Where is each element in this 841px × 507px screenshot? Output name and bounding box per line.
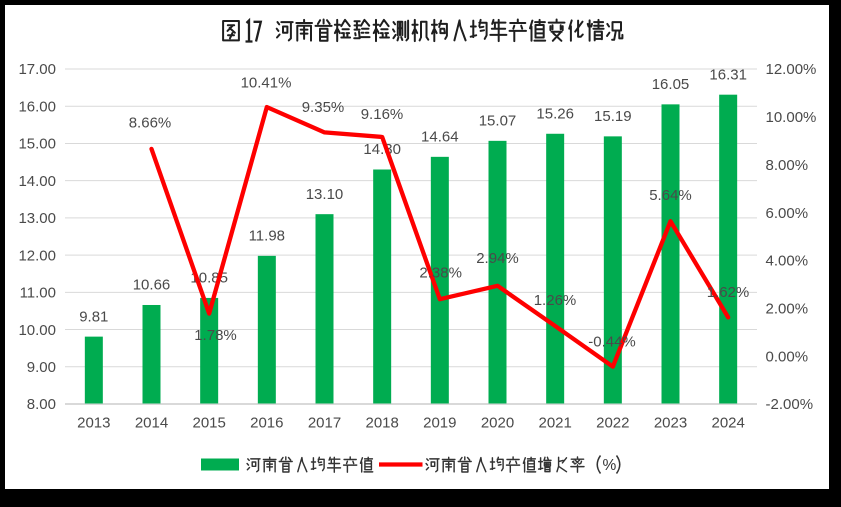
svg-text:14.30: 14.30 bbox=[363, 141, 401, 158]
svg-text:16.31: 16.31 bbox=[709, 66, 747, 83]
svg-text:14.00: 14.00 bbox=[18, 173, 56, 190]
svg-text:2020: 2020 bbox=[481, 415, 514, 432]
svg-text:12.00: 12.00 bbox=[18, 247, 56, 264]
svg-text:2018: 2018 bbox=[366, 415, 399, 432]
svg-text:1.62%: 1.62% bbox=[707, 284, 750, 301]
svg-text:11.98: 11.98 bbox=[249, 228, 285, 245]
svg-text:4.00%: 4.00% bbox=[766, 253, 809, 270]
svg-text:15.00: 15.00 bbox=[18, 136, 56, 153]
svg-text:9.35%: 9.35% bbox=[302, 99, 345, 116]
svg-text:8.00: 8.00 bbox=[27, 396, 56, 413]
svg-text:15.07: 15.07 bbox=[479, 113, 517, 130]
svg-text:16.05: 16.05 bbox=[652, 76, 690, 93]
svg-text:10.00%: 10.00% bbox=[766, 109, 817, 126]
svg-text:2.38%: 2.38% bbox=[419, 265, 462, 282]
svg-text:9.00: 9.00 bbox=[27, 359, 56, 376]
svg-text:1.26%: 1.26% bbox=[534, 292, 577, 309]
svg-text:9.16%: 9.16% bbox=[361, 106, 404, 123]
svg-text:%: % bbox=[603, 457, 617, 474]
svg-text:2015: 2015 bbox=[193, 415, 226, 432]
svg-text:2017: 2017 bbox=[308, 415, 341, 432]
svg-text:2016: 2016 bbox=[250, 415, 283, 432]
svg-text:10.41%: 10.41% bbox=[241, 75, 292, 92]
svg-text:12.00%: 12.00% bbox=[766, 61, 817, 78]
svg-text:2019: 2019 bbox=[423, 415, 456, 432]
svg-text:2021: 2021 bbox=[539, 415, 572, 432]
svg-text:8.66%: 8.66% bbox=[129, 115, 172, 132]
svg-text:13.10: 13.10 bbox=[306, 186, 344, 203]
svg-text:11.00: 11.00 bbox=[20, 285, 56, 302]
svg-text:0.00%: 0.00% bbox=[766, 348, 809, 365]
svg-text:15.19: 15.19 bbox=[594, 108, 632, 125]
svg-text:2.94%: 2.94% bbox=[476, 250, 519, 267]
svg-text:6.00%: 6.00% bbox=[766, 205, 809, 222]
svg-text:2013: 2013 bbox=[77, 415, 110, 432]
svg-text:17.00: 17.00 bbox=[18, 61, 56, 78]
svg-text:15.26: 15.26 bbox=[536, 106, 574, 123]
svg-text:9.81: 9.81 bbox=[79, 308, 108, 325]
svg-text:10.00: 10.00 bbox=[18, 322, 56, 339]
svg-text:16.00: 16.00 bbox=[18, 98, 56, 115]
svg-text:-0.44%: -0.44% bbox=[588, 334, 636, 351]
svg-text:2022: 2022 bbox=[596, 415, 629, 432]
svg-text:2.00%: 2.00% bbox=[766, 301, 809, 318]
svg-text:1.78%: 1.78% bbox=[194, 327, 237, 344]
svg-text:13.00: 13.00 bbox=[18, 210, 56, 227]
svg-text:2024: 2024 bbox=[712, 415, 745, 432]
svg-text:-2.00%: -2.00% bbox=[766, 396, 814, 413]
svg-text:5.64%: 5.64% bbox=[649, 187, 692, 204]
svg-text:10.66: 10.66 bbox=[133, 277, 171, 294]
svg-text:2014: 2014 bbox=[135, 415, 168, 432]
svg-text:14.64: 14.64 bbox=[421, 129, 459, 146]
svg-text:2023: 2023 bbox=[654, 415, 687, 432]
svg-text:8.00%: 8.00% bbox=[766, 157, 809, 174]
